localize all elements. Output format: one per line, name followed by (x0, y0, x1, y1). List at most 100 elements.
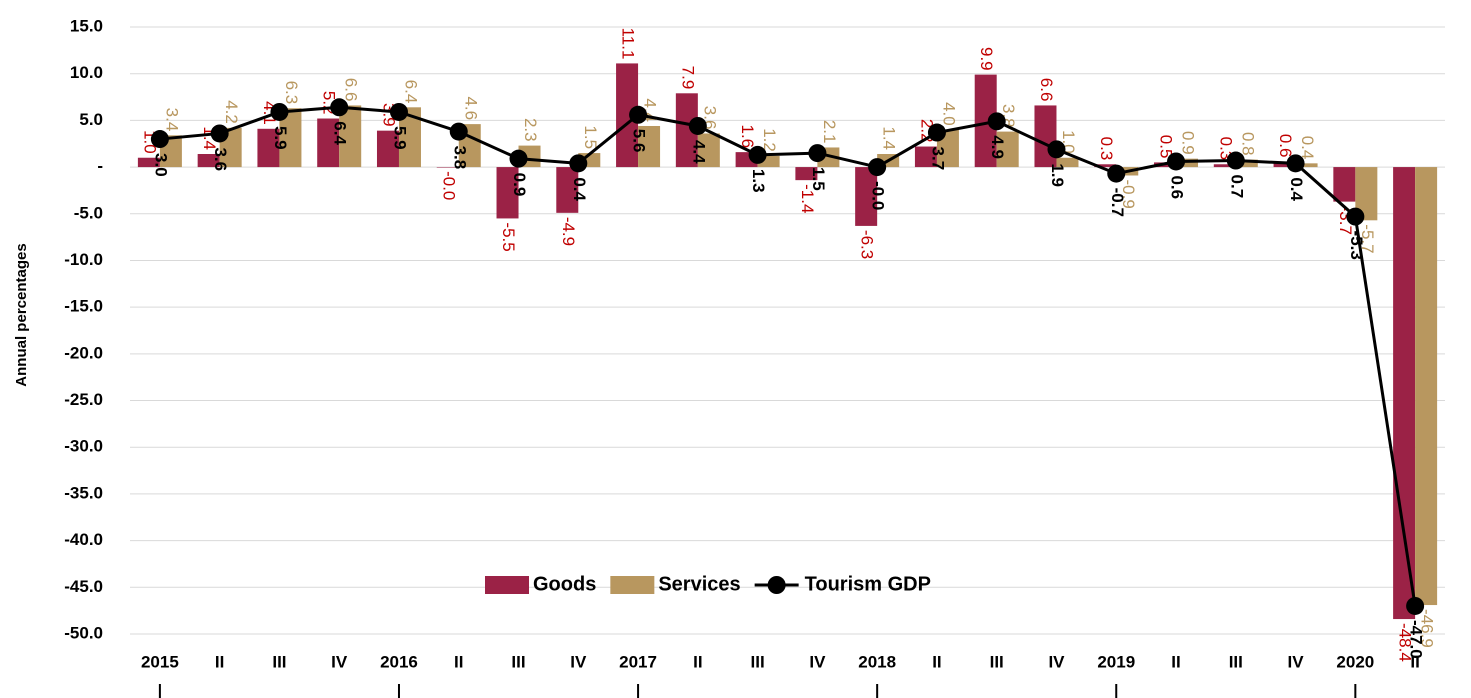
data-label: 6.6 (342, 78, 361, 102)
data-label: 0.9 (1179, 131, 1198, 155)
point (987, 112, 1006, 131)
bar (556, 167, 579, 213)
line (159, 105, 1417, 607)
x-tick-label: 2020 (1336, 652, 1374, 671)
data-label: 1.5 (809, 167, 828, 191)
legend-swatch (610, 576, 655, 594)
bar (1094, 164, 1117, 168)
y-tick-label: 5.0 (79, 110, 103, 129)
bar (257, 128, 280, 168)
data-label: 6.3 (282, 81, 301, 105)
data-label: 3.0 (151, 153, 170, 177)
x-tick-label: 2019 (1097, 652, 1135, 671)
data-label: -0.0 (439, 171, 458, 200)
legend-swatch (485, 576, 529, 594)
point (1346, 207, 1365, 226)
x-tick-label: 2018 (858, 652, 896, 671)
bar (1333, 167, 1356, 202)
data-label: 6.6 (1037, 78, 1056, 102)
data-label: 3.7 (928, 147, 947, 171)
data-label: -4.9 (559, 217, 578, 246)
data-label: 4.2 (222, 100, 241, 124)
data-label: 0.4 (570, 177, 589, 201)
data-label: 9.9 (977, 47, 996, 71)
bar (697, 133, 720, 168)
bar (317, 118, 340, 168)
data-label: -6.3 (858, 230, 877, 259)
bar (974, 74, 997, 168)
bar (675, 93, 698, 168)
point (1167, 152, 1186, 171)
data-label: 4.9 (988, 135, 1007, 159)
x-tick-label: III (511, 652, 525, 671)
legend-swatch (767, 576, 786, 594)
x-tick-label: III (1229, 652, 1243, 671)
data-label: -0.0 (869, 181, 888, 210)
point (569, 154, 588, 173)
data-label: 1.6 (738, 124, 757, 148)
bar (638, 125, 661, 168)
bar (1415, 167, 1438, 606)
x-tick-label: 2015 (141, 652, 179, 671)
data-label: 6.4 (401, 80, 420, 104)
data-label: 3.4 (162, 108, 181, 132)
y-tick-label: -35.0 (64, 483, 103, 502)
data-label: 0.9 (510, 173, 529, 197)
bar (197, 154, 220, 168)
data-label: 11.1 (619, 28, 638, 60)
point (330, 98, 349, 117)
point (389, 102, 408, 121)
data-label: 1.2 (760, 128, 779, 152)
x-tick-label: II (1410, 652, 1419, 671)
y-tick-label: 15.0 (70, 16, 103, 35)
bar (398, 107, 421, 168)
point (150, 130, 169, 149)
point (1406, 596, 1425, 615)
x-tick-label: III (751, 652, 765, 671)
data-label: 2.1 (820, 120, 839, 144)
point (927, 123, 946, 142)
bar (496, 167, 519, 219)
data-label: -1.4 (798, 184, 817, 213)
data-label: 0.3 (1097, 137, 1116, 161)
point (1286, 154, 1305, 173)
point (629, 105, 648, 124)
bar (137, 157, 160, 168)
data-label: 5.9 (390, 126, 409, 150)
x-tick-label: II (454, 652, 463, 671)
data-label: 7.9 (678, 66, 697, 90)
x-tick-label: IV (809, 652, 826, 671)
point (1047, 140, 1066, 159)
bar (914, 146, 937, 168)
legend-label: Tourism GDP (805, 573, 931, 595)
data-label: 1.9 (1048, 163, 1067, 187)
bar (1213, 164, 1236, 168)
bar (1355, 167, 1378, 221)
x-tick-label: 2016 (380, 652, 418, 671)
data-label: -0.9 (1119, 179, 1138, 208)
x-tick-label: 2017 (619, 652, 657, 671)
bar (436, 167, 459, 168)
data-label: 2.3 (521, 118, 540, 142)
y-tick-label: -50.0 (64, 623, 103, 642)
bar (855, 167, 878, 226)
data-label: -46.9 (1418, 609, 1437, 648)
bar (996, 131, 1019, 168)
bar (1034, 105, 1057, 168)
y-tick-label: -40.0 (64, 530, 103, 549)
data-label: 1.3 (749, 169, 768, 193)
data-label: 0.5 (1157, 135, 1176, 159)
point (868, 158, 887, 177)
point (688, 116, 707, 135)
bar (757, 155, 780, 168)
data-label: 0.4 (1298, 136, 1317, 160)
bar (376, 130, 399, 168)
data-label: 5.9 (271, 126, 290, 150)
x-tick-label: IV (1288, 652, 1305, 671)
point (1107, 164, 1126, 183)
x-tick-label: IV (1048, 652, 1065, 671)
data-label: 0.7 (1227, 175, 1246, 199)
point (449, 122, 468, 141)
data-label: 4.6 (461, 96, 480, 120)
y-tick-label: -25.0 (64, 390, 103, 409)
